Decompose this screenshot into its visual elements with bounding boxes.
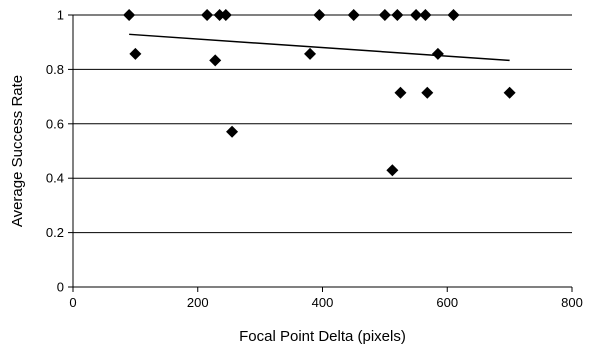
x-tick-label-3: 600 bbox=[436, 295, 458, 310]
trendline bbox=[129, 33, 510, 62]
data-point-13 bbox=[394, 86, 407, 99]
data-point-2 bbox=[201, 9, 214, 21]
x-tick-label-1: 200 bbox=[187, 295, 209, 310]
y-tick-label-2: 0.4 bbox=[46, 171, 64, 186]
data-point-5 bbox=[219, 9, 232, 21]
y-axis-title: Average Success Rate bbox=[9, 75, 26, 227]
data-point-16 bbox=[421, 86, 434, 99]
data-point-0 bbox=[123, 9, 136, 21]
data-point-8 bbox=[313, 9, 326, 21]
x-tick-label-4: 800 bbox=[561, 295, 583, 310]
data-point-1 bbox=[129, 47, 142, 60]
data-point-3 bbox=[209, 54, 222, 67]
data-point-19 bbox=[503, 86, 516, 99]
data-point-14 bbox=[410, 9, 423, 21]
x-axis-title: Focal Point Delta (pixels) bbox=[239, 328, 406, 345]
data-point-11 bbox=[386, 164, 399, 177]
data-point-9 bbox=[347, 9, 360, 21]
tick-labels: 0 0.2 0.4 0.6 0.8 1 0 200 400 600 800 bbox=[46, 8, 583, 311]
trendline-layer bbox=[129, 33, 510, 62]
data-point-15 bbox=[419, 9, 432, 21]
x-tick-label-2: 400 bbox=[312, 295, 334, 310]
axes bbox=[68, 14, 573, 292]
y-tick-label-1: 0.2 bbox=[46, 225, 64, 240]
data-point-17 bbox=[431, 47, 444, 60]
data-point-4 bbox=[213, 9, 226, 21]
data-point-12 bbox=[391, 9, 404, 21]
data-point-6 bbox=[226, 125, 239, 138]
data-points bbox=[123, 9, 516, 177]
data-point-18 bbox=[447, 9, 460, 21]
data-point-10 bbox=[378, 9, 391, 21]
y-tick-label-0: 0 bbox=[57, 280, 64, 295]
y-tick-label-3: 0.6 bbox=[46, 116, 64, 131]
data-point-7 bbox=[304, 47, 317, 60]
y-tick-label-4: 0.8 bbox=[46, 62, 64, 77]
x-tick-label-0: 0 bbox=[69, 295, 76, 310]
y-tick-label-5: 1 bbox=[57, 8, 64, 23]
